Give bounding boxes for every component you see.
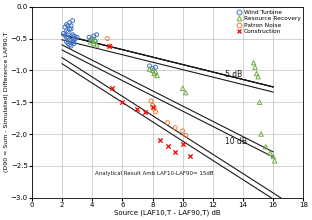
Point (62, 34, 67, 37)
Legend: Wind Turbine, Resource Recovery, Patron Noise, Construction: Wind Turbine, Resource Recovery, Patron … (236, 8, 302, 35)
Point (153, 70, 158, 73)
Point (71, 34, 76, 38)
Point (147, 67, 152, 71)
Point (67, 21, 72, 24)
Point (75, 35, 80, 39)
Point (69, 35, 74, 38)
Point (106, 44, 111, 48)
X-axis label: Source (LAF10,T - LAF90,T) dB: Source (LAF10,T - LAF90,T) dB (114, 209, 221, 216)
Point (94, 43, 99, 47)
Point (73, 37, 78, 40)
Point (64, 23, 69, 26)
Point (93, 39, 98, 43)
Point (108, 44, 113, 48)
Point (158, 139, 163, 142)
Point (135, 107, 140, 110)
Point (67, 38, 72, 42)
Point (71, 39, 76, 42)
Point (88, 40, 93, 44)
Point (66, 37, 71, 40)
Point (268, 151, 273, 155)
Point (149, 99, 154, 103)
Text: 5 dB: 5 dB (225, 70, 242, 79)
Point (257, 101, 262, 104)
Point (64, 35, 69, 39)
Point (152, 72, 157, 75)
Point (66, 30, 71, 34)
Point (256, 75, 261, 79)
Point (253, 65, 258, 69)
Point (165, 144, 170, 147)
Point (272, 159, 277, 163)
Text: Analytical Result Amb LAF10-LAF90= 15dB: Analytical Result Amb LAF10-LAF90= 15dB (95, 171, 214, 176)
Point (150, 67, 155, 70)
Point (94, 33, 99, 37)
Point (66, 24, 71, 28)
Point (154, 74, 159, 77)
Point (66, 42, 71, 45)
Point (150, 104, 155, 107)
Point (180, 86, 185, 90)
Point (64, 29, 69, 33)
Point (143, 110, 148, 114)
Y-axis label: (D90 = Sum - Simulated) Difference LAF90,T: (D90 = Sum - Simulated) Difference LAF90… (4, 32, 9, 172)
Point (70, 40, 75, 44)
Point (91, 34, 96, 38)
Point (165, 121, 170, 124)
Point (180, 129, 185, 133)
Point (152, 107, 157, 110)
Point (62, 25, 67, 29)
Point (254, 72, 259, 75)
Point (120, 101, 125, 104)
Point (183, 134, 188, 137)
Point (91, 42, 96, 45)
Point (70, 40, 75, 44)
Point (90, 37, 95, 40)
Point (173, 126, 178, 129)
Point (150, 69, 155, 72)
Point (69, 44, 74, 48)
Point (271, 155, 276, 158)
Point (69, 27, 74, 31)
Point (64, 40, 69, 44)
Point (153, 110, 158, 114)
Point (153, 65, 158, 69)
Point (251, 61, 256, 64)
Point (105, 37, 110, 40)
Point (71, 42, 76, 45)
Point (67, 43, 72, 47)
Point (90, 37, 95, 40)
Point (70, 19, 75, 22)
Point (147, 64, 152, 68)
Point (69, 24, 74, 28)
Point (263, 145, 268, 149)
Point (180, 142, 185, 145)
Point (87, 35, 92, 39)
Point (188, 155, 193, 158)
Point (67, 27, 72, 31)
Point (61, 32, 66, 35)
Point (70, 33, 75, 37)
Point (88, 38, 93, 42)
Point (173, 150, 178, 154)
Point (93, 38, 98, 42)
Point (183, 91, 188, 94)
Text: 10 dB: 10 dB (225, 137, 247, 146)
Point (109, 86, 114, 90)
Point (150, 106, 155, 109)
Point (259, 132, 264, 136)
